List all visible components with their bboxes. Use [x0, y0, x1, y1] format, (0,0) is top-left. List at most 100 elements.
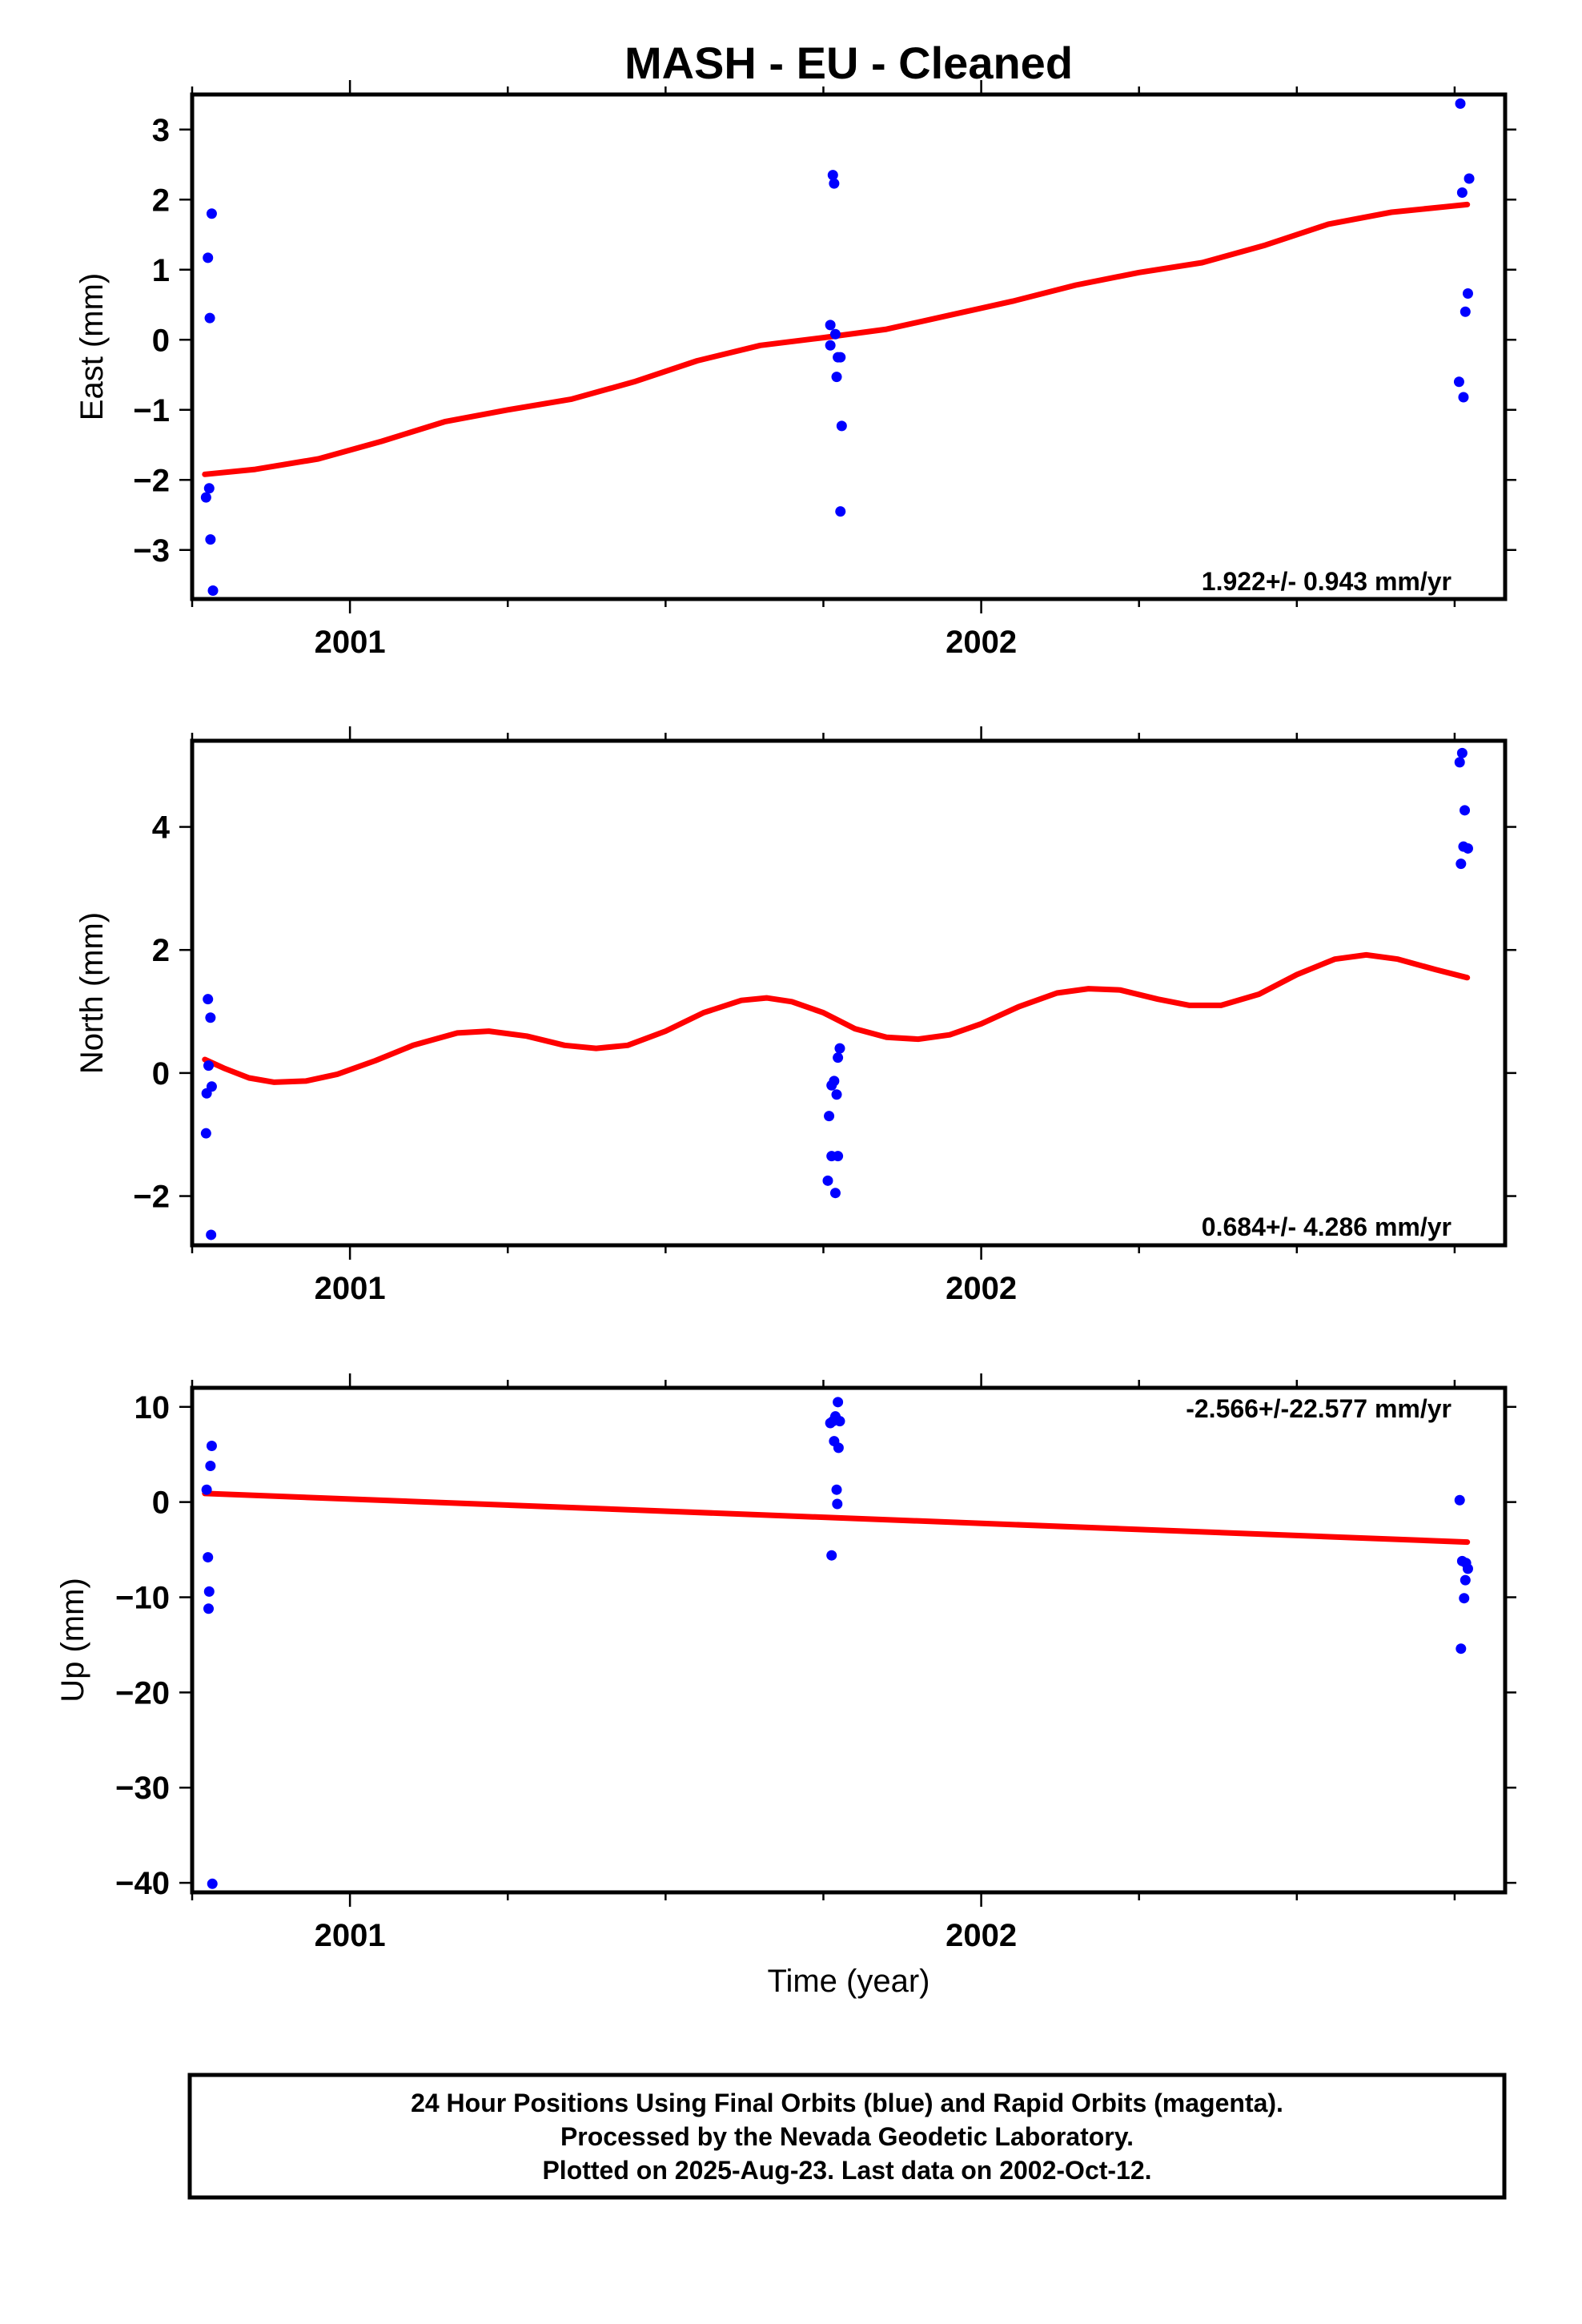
up-y-axis-label: Up (mm): [55, 1578, 90, 1703]
north-data-point: [824, 1111, 835, 1122]
x-axis-label: Time (year): [768, 1964, 930, 1999]
footer-line-3: Plotted on 2025-Aug-23. Last data on 200…: [542, 2156, 1151, 2185]
up-data-point: [203, 1552, 214, 1563]
north-data-point: [829, 1188, 841, 1199]
north-y-axis-label: North (mm): [74, 912, 110, 1074]
north-data-point: [200, 1128, 211, 1139]
east-y-axis-label: East (mm): [74, 273, 110, 420]
north-data-point: [1456, 858, 1467, 870]
north-data-point: [1460, 805, 1471, 816]
up-y-tick-label: −20: [115, 1675, 170, 1711]
east-y-tick-label: 0: [152, 323, 170, 358]
up-data-point: [207, 1878, 218, 1889]
up-rate-label: -2.566+/-22.577 mm/yr: [1186, 1394, 1452, 1423]
up-data-point: [833, 1442, 844, 1454]
north-data-point: [833, 1151, 844, 1162]
up-data-point: [1459, 1593, 1470, 1604]
up-x-tick-label: 2001: [315, 1918, 386, 1953]
north-data-point: [206, 1081, 217, 1092]
up-plot-frame: [190, 1385, 1508, 1895]
east-data-point: [829, 328, 841, 340]
east-data-point: [835, 352, 846, 363]
up-data-point: [203, 1586, 215, 1597]
east-data-point: [829, 178, 840, 189]
east-panel: 2001 2002 3 2 1 0 −1 −2 −3 East (mm) 1.922+/- 0.…: [74, 80, 1516, 660]
north-data-point: [203, 1060, 214, 1072]
up-y-tick-label: −30: [115, 1771, 170, 1806]
north-axes: 2001 2002 4 2 0 −2: [133, 726, 1516, 1306]
up-data-point: [205, 1460, 216, 1471]
up-data-point: [831, 1484, 842, 1495]
north-data-point: [206, 1229, 217, 1240]
east-data-point: [204, 312, 215, 324]
east-data-point: [203, 483, 215, 494]
north-data-point: [834, 1043, 845, 1054]
east-data-point: [205, 534, 216, 545]
east-fit-line: [202, 201, 1471, 477]
up-data-point: [1462, 1563, 1473, 1574]
up-data-point: [833, 1397, 844, 1408]
north-rate-label: 0.684+/- 4.286 mm/yr: [1202, 1212, 1452, 1241]
east-data-point: [1453, 376, 1464, 388]
up-data-point: [834, 1416, 845, 1427]
up-y-tick-label: −10: [115, 1581, 170, 1616]
north-panel: 2001 2002 4 2 0 −2 North (mm) 0.684+/- 4.286 …: [74, 726, 1516, 1306]
up-data-point: [832, 1498, 843, 1510]
north-data-point: [1454, 757, 1465, 768]
east-y-tick-label: 2: [152, 183, 170, 218]
east-y-tick-label: 1: [152, 253, 170, 288]
footer-line-2: Processed by the Nevada Geodetic Laborat…: [560, 2122, 1134, 2151]
east-y-tick-label: −3: [133, 533, 170, 569]
east-plot-frame: [190, 92, 1508, 601]
north-x-tick-label: 2002: [946, 1271, 1017, 1306]
up-y-tick-label: 10: [135, 1390, 171, 1425]
north-y-tick-label: 2: [152, 933, 170, 968]
north-data-point: [822, 1175, 833, 1186]
east-data-point: [825, 340, 836, 351]
east-data-point: [827, 170, 838, 181]
east-data-point: [1464, 173, 1475, 184]
up-data-point: [826, 1550, 837, 1561]
east-x-tick-label: 2002: [946, 625, 1017, 660]
north-x-tick-label: 2001: [315, 1271, 386, 1306]
up-fit-line: [202, 1490, 1471, 1546]
up-data-point: [203, 1603, 214, 1614]
up-axes: 2001 2002 10 0 −10 −20 −30 −40: [115, 1373, 1516, 1953]
east-data-point: [836, 420, 847, 432]
north-data-point: [829, 1076, 840, 1087]
up-data-point: [201, 1484, 212, 1495]
east-data-point: [1462, 288, 1473, 299]
north-data-point: [833, 1052, 844, 1063]
up-data-point: [1460, 1574, 1471, 1586]
east-data-point: [1460, 306, 1471, 317]
up-x-tick-label: 2002: [946, 1918, 1017, 1953]
east-data-point: [831, 372, 842, 383]
north-plot-frame: [190, 738, 1508, 1248]
north-data-point: [1462, 842, 1473, 854]
north-data-point: [1456, 747, 1468, 758]
north-data-point: [831, 1089, 842, 1100]
east-y-tick-label: 3: [152, 113, 170, 148]
east-data-point: [1458, 392, 1469, 403]
east-y-tick-label: −1: [133, 393, 170, 428]
up-y-tick-label: 0: [152, 1486, 170, 1521]
east-data-point: [206, 208, 217, 219]
east-y-tick-label: −2: [133, 463, 170, 498]
north-y-tick-label: 4: [152, 810, 171, 846]
north-y-tick-label: 0: [152, 1056, 170, 1092]
east-data-point: [835, 506, 846, 517]
east-data-point: [203, 252, 214, 263]
up-data-point: [1454, 1494, 1465, 1506]
north-y-tick-label: −2: [133, 1180, 170, 1215]
up-panel: 2001 2002 10 0 −10 −20 −30 −40 Up (mm) -2.566+/…: [55, 1373, 1516, 1953]
east-rate-label: 1.922+/- 0.943 mm/yr: [1202, 567, 1452, 596]
north-data-point: [203, 994, 214, 1005]
north-data-point: [205, 1012, 216, 1023]
east-data-point: [1456, 187, 1468, 198]
east-data-point: [1455, 98, 1466, 109]
up-data-point: [1456, 1643, 1467, 1655]
east-axes: 2001 2002 3 2 1 0 −1 −2 −3: [133, 80, 1516, 660]
east-data-point: [825, 320, 836, 331]
footer-box: 24 Hour Positions Using Final Orbits (bl…: [187, 2073, 1507, 2200]
